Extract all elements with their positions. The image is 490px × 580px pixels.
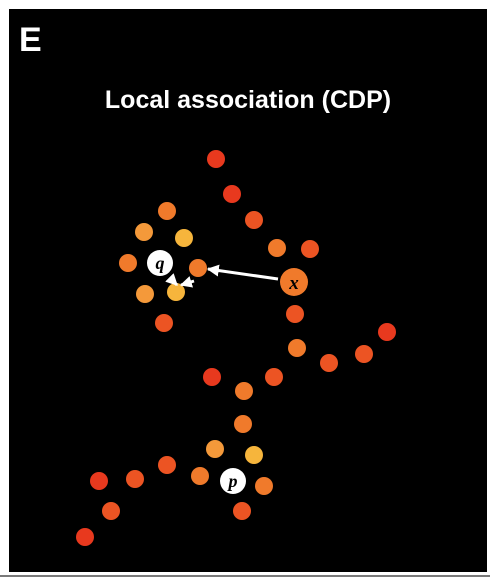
node-q-label: q (156, 253, 165, 273)
point-node (255, 477, 273, 495)
arrow-x-to-neighbor (206, 264, 279, 281)
point-node (203, 368, 221, 386)
point-node (135, 223, 153, 241)
point-node (320, 354, 338, 372)
arrow-neighbor-to-q (179, 276, 195, 288)
point-node (245, 211, 263, 229)
node-p: p (220, 468, 246, 494)
point-node (158, 202, 176, 220)
node-q: q (147, 250, 173, 276)
arrow-amber-to-q (165, 273, 179, 287)
node-p-label: p (227, 471, 238, 491)
point-node (234, 415, 252, 433)
point-node (233, 502, 251, 520)
point-node (207, 150, 225, 168)
point-node (119, 254, 137, 272)
point-node (301, 240, 319, 258)
point-node (90, 472, 108, 490)
point-node (102, 502, 120, 520)
point-node (175, 229, 193, 247)
panel-letter: E (19, 21, 42, 59)
point-graph: q x p (76, 150, 396, 546)
point-node (268, 239, 286, 257)
point-node (245, 446, 263, 464)
point-node (155, 314, 173, 332)
point-node (206, 440, 224, 458)
point-node (158, 456, 176, 474)
point-node (189, 259, 207, 277)
point-node (235, 382, 253, 400)
diagram-title: Local association (CDP) (104, 86, 392, 114)
point-node (223, 185, 241, 203)
point-node (136, 285, 154, 303)
point-node (76, 528, 94, 546)
point-node (378, 323, 396, 341)
point-node (355, 345, 373, 363)
point-node (126, 470, 144, 488)
point-node (288, 339, 306, 357)
node-q-circle (147, 250, 173, 276)
point-node (265, 368, 283, 386)
bottom-rule (0, 575, 490, 577)
diagram-panel: E Local association (CDP) (9, 9, 487, 572)
point-node (191, 467, 209, 485)
node-x-label: x (288, 273, 299, 294)
point-node (286, 305, 304, 323)
node-x-circle (280, 268, 308, 296)
node-p-circle (220, 468, 246, 494)
node-x: x (280, 268, 308, 296)
